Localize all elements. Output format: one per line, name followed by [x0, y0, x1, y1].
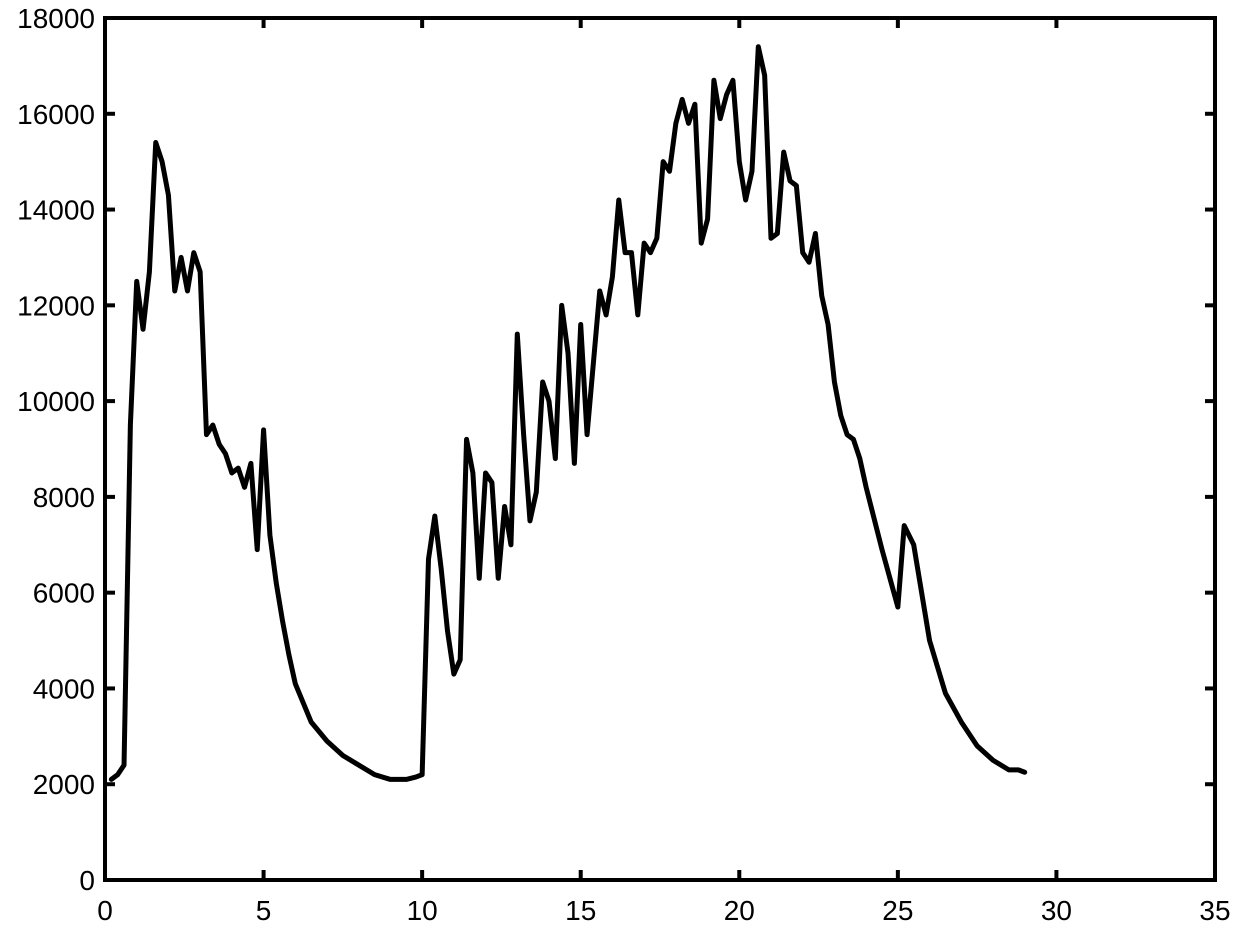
y-tick-label: 16000 — [17, 99, 95, 130]
x-tick-label: 20 — [724, 895, 755, 926]
x-tick-label: 5 — [256, 895, 272, 926]
y-tick-label: 10000 — [17, 386, 95, 417]
y-tick-label: 0 — [79, 865, 95, 896]
line-chart: 0 5 10 15 20 25 30 35 0 2000 4000 6000 8000 10000 1200… — [0, 0, 1240, 947]
y-tick-label: 12000 — [17, 290, 95, 321]
x-tick-label: 0 — [97, 895, 113, 926]
y-tick-label: 14000 — [17, 195, 95, 226]
chart-svg: 0 5 10 15 20 25 30 35 0 2000 4000 6000 8000 10000 1200… — [0, 0, 1240, 947]
plot-border — [105, 18, 1215, 880]
y-tick-label: 4000 — [33, 673, 95, 704]
x-tick-label: 10 — [407, 895, 438, 926]
x-tick-label: 35 — [1199, 895, 1230, 926]
y-tick-label: 2000 — [33, 769, 95, 800]
x-tick-label: 30 — [1041, 895, 1072, 926]
y-tick-label: 18000 — [17, 3, 95, 34]
y-tick-label: 8000 — [33, 482, 95, 513]
x-tick-label: 15 — [565, 895, 596, 926]
y-tick-label: 6000 — [33, 578, 95, 609]
x-tick-label: 25 — [882, 895, 913, 926]
data-line — [111, 47, 1024, 780]
